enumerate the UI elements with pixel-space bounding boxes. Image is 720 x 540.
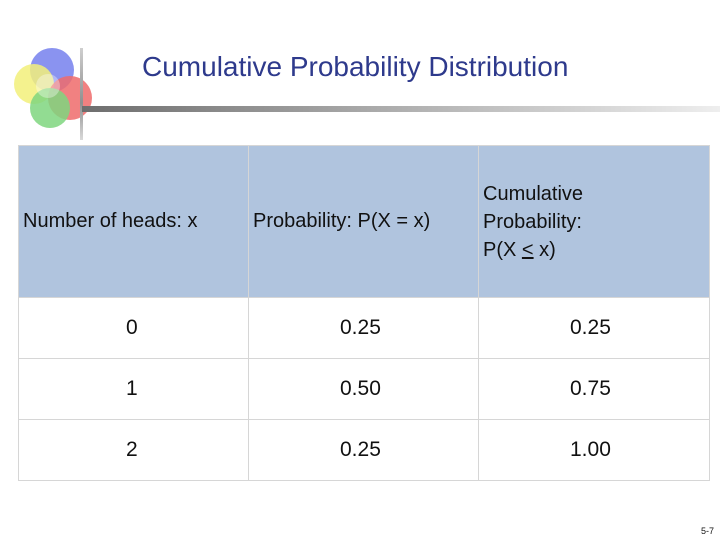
cell-heads: 0	[18, 297, 249, 359]
table-row: 1 0.50 0.75	[18, 358, 710, 420]
header-cumulative-line3: P(X < x)	[483, 236, 709, 264]
header-cumulative-line1: Cumulative	[483, 182, 584, 205]
page-number: 5-7	[700, 526, 714, 536]
header-cumulative-line3-post: x)	[533, 238, 556, 261]
header-cumulative-probability: Cumulative Probability: P(X < x)	[478, 145, 710, 298]
header-cumulative-line2: Probability:	[483, 210, 582, 233]
cell-heads: 1	[18, 358, 249, 420]
cell-heads: 2	[18, 419, 249, 481]
cell-cumulative-probability: 1.00	[478, 419, 710, 481]
cell-probability: 0.25	[248, 419, 479, 481]
decorative-circles-logo	[8, 42, 108, 142]
header-number-of-heads: Number of heads: x	[18, 145, 249, 298]
cell-probability: 0.25	[248, 297, 479, 359]
header-cumulative-line3-pre: P(X	[483, 238, 522, 261]
header-number-of-heads-label: Number of heads: x	[23, 210, 198, 232]
less-than-or-equal-symbol: <	[521, 238, 534, 261]
cell-cumulative-probability: 0.25	[478, 297, 710, 359]
table-header-row: Number of heads: x Probability: P(X = x)…	[18, 145, 710, 298]
title-underline-rule	[82, 106, 720, 112]
cell-probability: 0.50	[248, 358, 479, 420]
slide-title: Cumulative Probability Distribution	[142, 51, 569, 82]
table-row: 0 0.25 0.25	[18, 297, 710, 359]
header-probability-label: Probability: P(X = x)	[253, 210, 431, 232]
cell-cumulative-probability: 0.75	[478, 358, 710, 420]
title-vertical-rule	[80, 48, 83, 140]
cumulative-distribution-table: Number of heads: x Probability: P(X = x)…	[18, 145, 710, 481]
header-probability: Probability: P(X = x)	[248, 145, 479, 298]
table-row: 2 0.25 1.00	[18, 419, 710, 481]
